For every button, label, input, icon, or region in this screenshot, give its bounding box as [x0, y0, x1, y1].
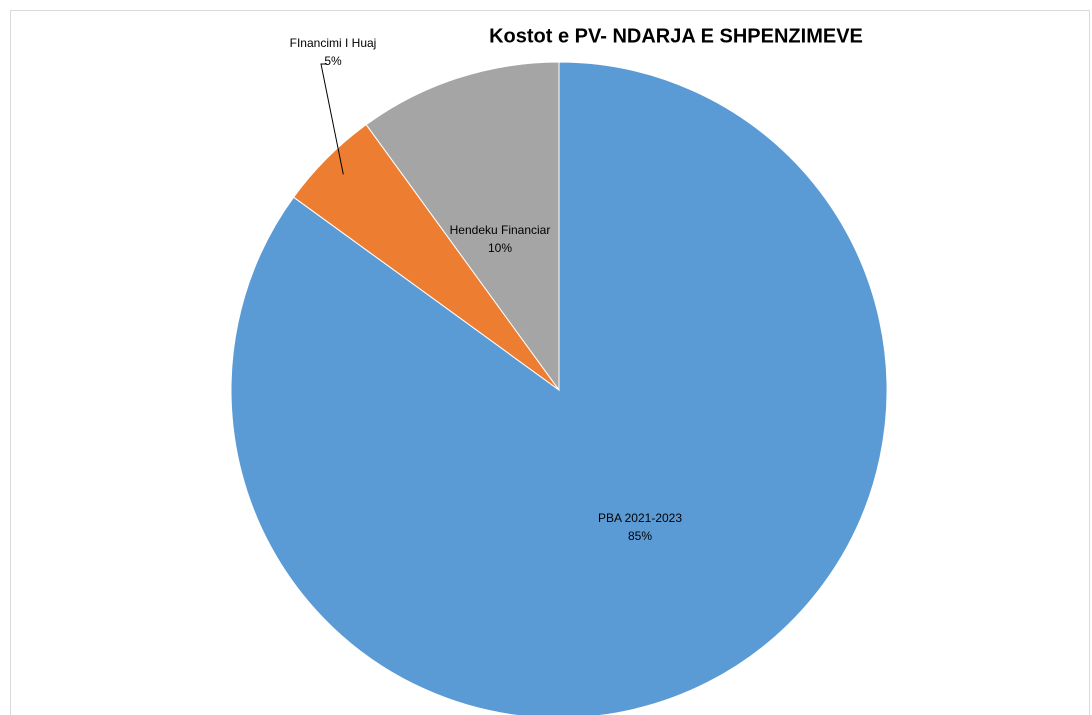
leader-line	[320, 63, 344, 175]
slice-value-label: 5%	[324, 54, 342, 68]
slice-label: Hendeku Financiar	[450, 223, 551, 237]
pie-slice	[230, 61, 888, 715]
slice-value-label: 85%	[628, 529, 652, 543]
slice-label: PBA 2021-2023	[598, 511, 682, 525]
slice-label: FInancimi I Huaj	[290, 36, 377, 50]
slice-value-label: 10%	[488, 241, 512, 255]
pie-slice	[365, 61, 560, 392]
chart-title: Kostot e PV- NDARJA E SHPENZIMEVE	[489, 25, 863, 47]
